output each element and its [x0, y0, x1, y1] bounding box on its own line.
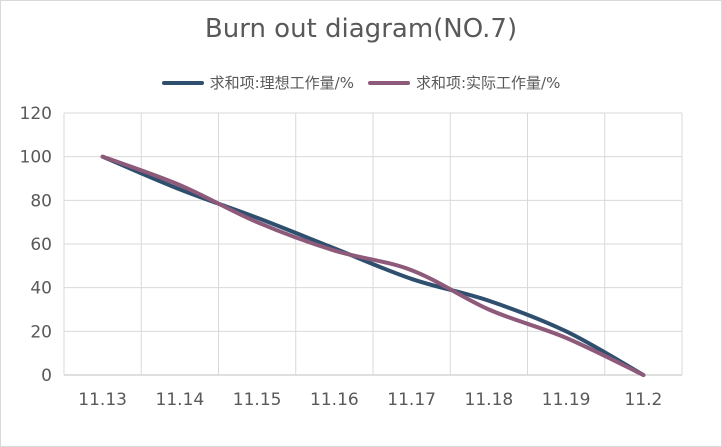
legend-item-actual: 求和项:实际工作量/% [368, 72, 560, 93]
x-tick-label: 11.17 [387, 390, 436, 410]
legend: 求和项:理想工作量/% 求和项:实际工作量/% [0, 72, 722, 93]
x-tick-label: 11.14 [156, 390, 205, 410]
y-tick-label: 40 [30, 279, 52, 299]
x-tick-label: 11.16 [310, 390, 359, 410]
legend-item-ideal: 求和项:理想工作量/% [161, 72, 354, 93]
x-tick-label: 11.15 [233, 390, 282, 410]
legend-swatch-actual [368, 80, 410, 85]
y-tick-label: 0 [41, 366, 52, 386]
x-tick-label: 11.13 [78, 390, 127, 410]
legend-swatch-ideal [161, 80, 204, 85]
legend-label-actual: 求和项:实际工作量/% [416, 74, 561, 92]
series-line-ideal [100, 154, 646, 377]
x-tick-label: 11.2 [624, 390, 662, 410]
y-tick-label: 80 [30, 191, 52, 211]
chart-title: Burn out diagram(NO.7) [204, 14, 518, 44]
legend-label-ideal: 求和项:理想工作量/% [209, 74, 354, 92]
x-tick-label: 11.18 [465, 390, 514, 410]
x-tick-label: 11.19 [542, 390, 591, 410]
series-line-actual [100, 154, 646, 377]
y-tick-label: 120 [20, 104, 52, 124]
y-tick-label: 60 [30, 235, 52, 255]
y-tick-label: 100 [20, 148, 52, 168]
y-tick-label: 20 [30, 322, 52, 342]
